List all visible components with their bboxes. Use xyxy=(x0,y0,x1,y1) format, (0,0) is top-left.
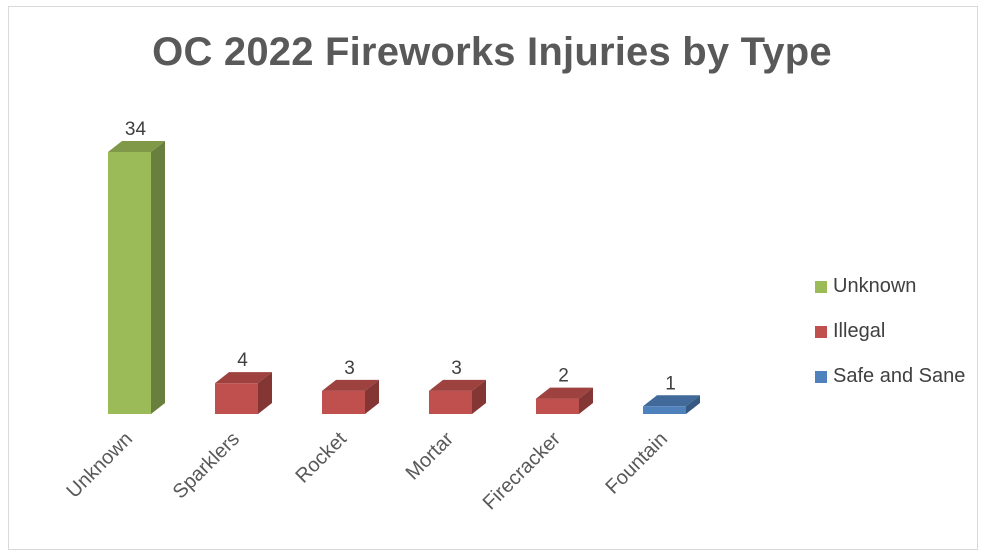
data-label-mortar: 3 xyxy=(451,358,462,379)
bar-side-rocket xyxy=(365,379,379,414)
x-tick-label-unknown: Unknown xyxy=(63,428,138,503)
bar-side-fountain xyxy=(686,395,700,414)
bar-unknown xyxy=(108,152,151,414)
bar-fountain xyxy=(643,406,686,414)
data-label-fountain: 1 xyxy=(665,373,676,394)
legend-item-illegal: Illegal xyxy=(815,309,965,354)
bar-side-firecracker xyxy=(579,387,593,414)
legend-swatch-unknown xyxy=(815,280,827,293)
bar-side-mortar xyxy=(472,379,486,414)
x-tick-label-fountain: Fountain xyxy=(601,428,672,499)
legend: Unknown Illegal Safe and Sane xyxy=(815,264,965,399)
legend-swatch-illegal xyxy=(815,325,827,338)
x-tick-label-sparklers: Sparklers xyxy=(169,428,244,503)
bar-top-rocket xyxy=(322,379,379,391)
bar-mortar xyxy=(429,390,472,414)
bar-top-mortar xyxy=(429,379,486,391)
bar-side-sparklers xyxy=(258,372,272,414)
bar-sparklers xyxy=(215,383,258,414)
legend-label-illegal: Illegal xyxy=(833,320,886,342)
legend-label-unknown: Unknown xyxy=(833,275,917,297)
chart-title: OC 2022 Fireworks Injuries by Type xyxy=(152,30,832,74)
x-tick-label-rocket: Rocket xyxy=(291,428,351,488)
legend-item-safe-and-sane: Safe and Sane xyxy=(815,354,965,399)
x-tick-label-firecracker: Firecracker xyxy=(479,428,566,515)
bar-side-unknown xyxy=(151,141,165,414)
data-label-unknown: 34 xyxy=(125,119,147,140)
bar-rocket xyxy=(322,390,365,414)
legend-swatch-safe-and-sane xyxy=(815,370,827,383)
bar-top-firecracker xyxy=(536,387,593,399)
bar-firecracker xyxy=(536,398,579,414)
chart-frame xyxy=(8,6,978,550)
data-label-sparklers: 4 xyxy=(237,350,248,371)
bar-top-sparklers xyxy=(215,372,272,384)
data-label-rocket: 3 xyxy=(344,358,355,379)
legend-label-safe-and-sane: Safe and Sane xyxy=(833,365,966,387)
bar-top-fountain xyxy=(643,395,700,407)
legend-item-unknown: Unknown xyxy=(815,264,965,309)
bar-top-unknown xyxy=(108,141,165,152)
data-label-firecracker: 2 xyxy=(558,366,569,387)
x-tick-label-mortar: Mortar xyxy=(402,428,459,485)
